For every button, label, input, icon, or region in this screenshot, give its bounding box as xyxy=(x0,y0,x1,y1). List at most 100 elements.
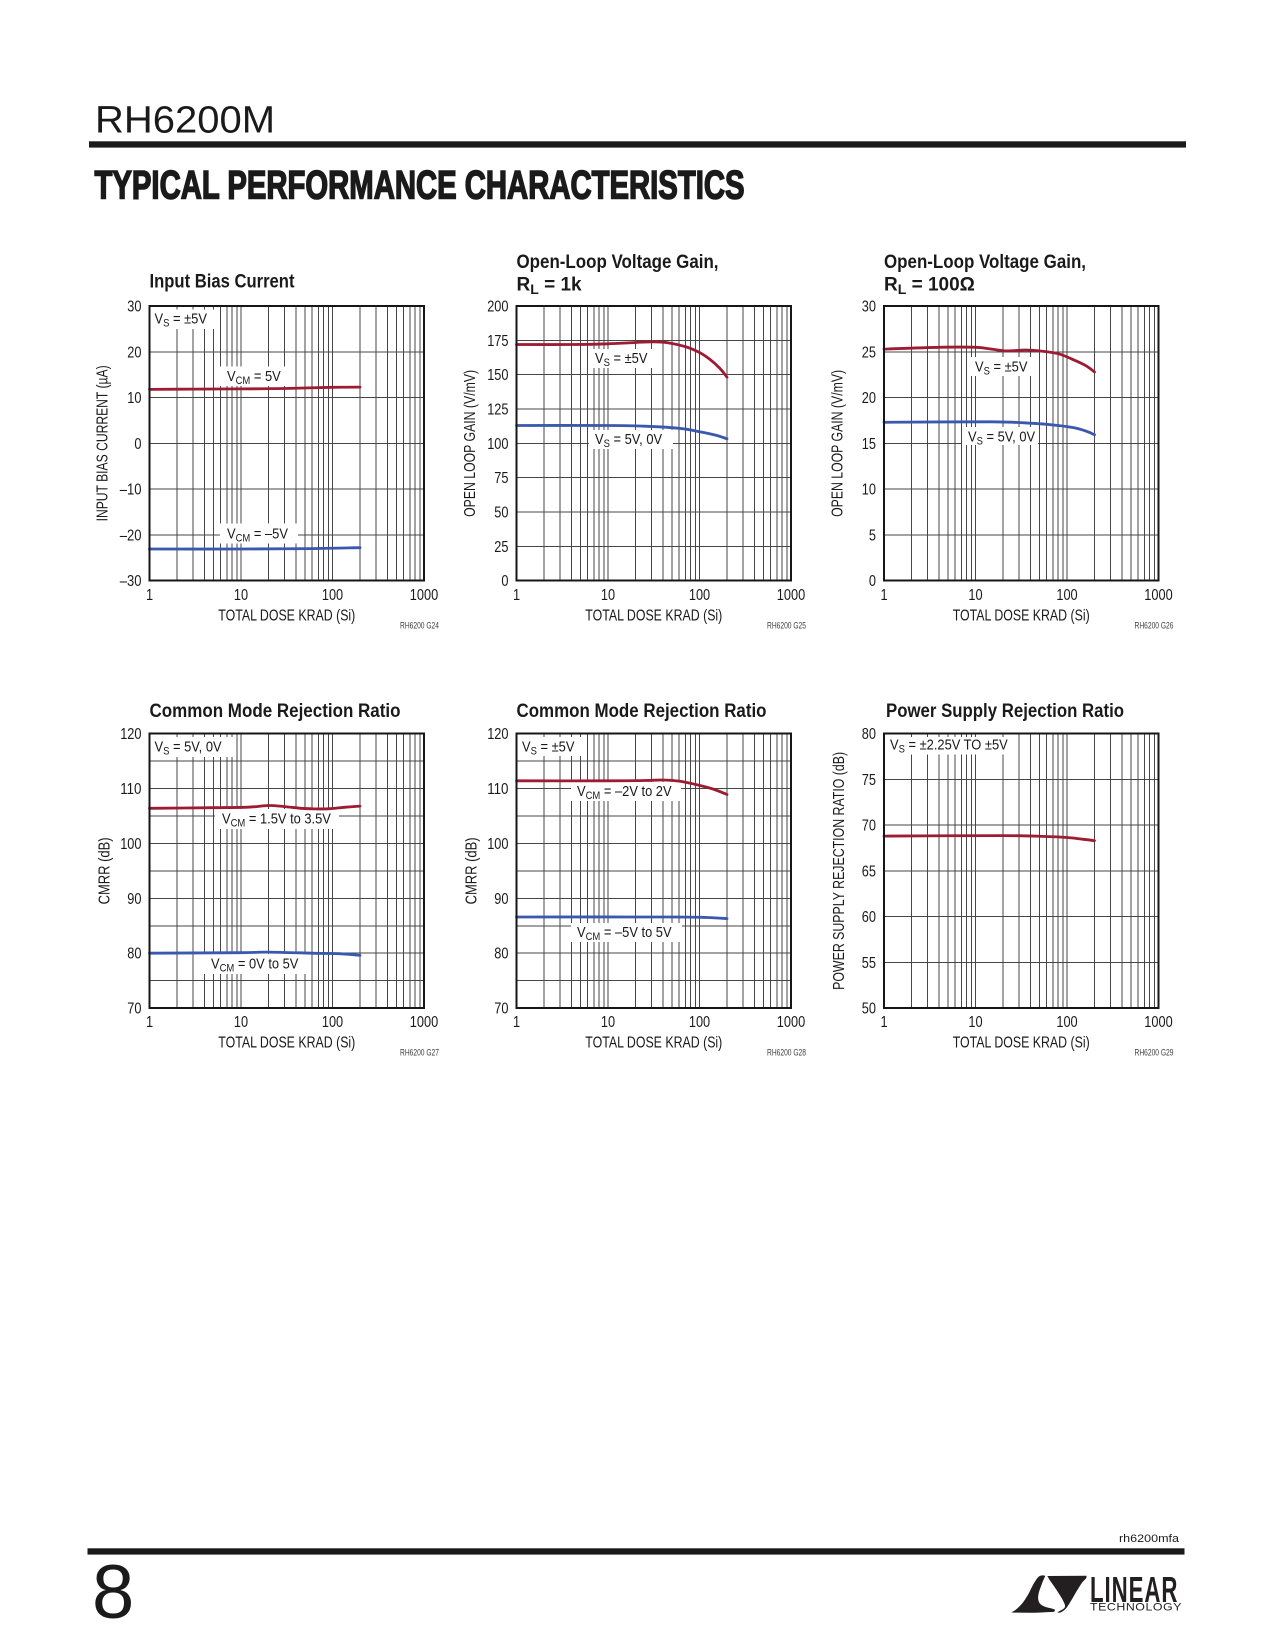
svg-text:RH6200 G27: RH6200 G27 xyxy=(400,1048,439,1058)
svg-text:VCM​ = 5V: VCM​ = 5V xyxy=(227,367,281,387)
svg-text:TOTAL DOSE KRAD (Si): TOTAL DOSE KRAD (Si) xyxy=(218,608,355,625)
svg-text:–10: –10 xyxy=(120,482,142,499)
svg-text:30: 30 xyxy=(127,299,142,316)
svg-text:25: 25 xyxy=(494,539,508,556)
svg-text:RL​ = 1k: RL​ = 1k xyxy=(517,275,583,298)
svg-text:rh6200mfa: rh6200mfa xyxy=(1119,1533,1180,1545)
svg-text:120: 120 xyxy=(487,726,509,743)
svg-text:TOTAL DOSE KRAD (Si): TOTAL DOSE KRAD (Si) xyxy=(218,1035,355,1052)
svg-text:100: 100 xyxy=(487,436,509,453)
svg-text:Open-Loop Voltage Gain,: Open-Loop Voltage Gain, xyxy=(517,252,719,273)
svg-text:10: 10 xyxy=(968,587,983,604)
svg-text:VS​ = ±5V: VS​ = ±5V xyxy=(522,738,575,758)
svg-text:VCM​ = –5V to 5V: VCM​ = –5V to 5V xyxy=(577,923,672,943)
svg-text:70: 70 xyxy=(494,1001,509,1018)
svg-text:80: 80 xyxy=(127,946,142,963)
svg-text:75: 75 xyxy=(862,772,876,789)
svg-text:5: 5 xyxy=(869,527,876,544)
svg-text:Power Supply Rejection Ratio: Power Supply Rejection Ratio xyxy=(886,701,1124,722)
svg-text:TOTAL DOSE KRAD (Si): TOTAL DOSE KRAD (Si) xyxy=(953,608,1090,625)
svg-text:10: 10 xyxy=(127,390,142,407)
svg-text:VS​ = ±5V: VS​ = ±5V xyxy=(595,349,648,369)
svg-text:65: 65 xyxy=(862,863,876,880)
svg-text:TOTAL DOSE KRAD (Si): TOTAL DOSE KRAD (Si) xyxy=(585,1035,722,1052)
svg-text:15: 15 xyxy=(862,436,876,453)
svg-text:1000: 1000 xyxy=(1144,587,1173,604)
svg-text:100: 100 xyxy=(1056,587,1078,604)
svg-text:Common Mode Rejection Ratio: Common Mode Rejection Ratio xyxy=(517,701,767,722)
svg-text:90: 90 xyxy=(127,891,142,908)
svg-text:10: 10 xyxy=(234,1014,249,1031)
svg-text:75: 75 xyxy=(494,470,508,487)
svg-text:VCM​ = 1.5V to 3.5V: VCM​ = 1.5V to 3.5V xyxy=(222,810,332,830)
svg-text:1000: 1000 xyxy=(410,587,439,604)
svg-text:20: 20 xyxy=(127,344,142,361)
svg-text:10: 10 xyxy=(601,587,616,604)
svg-text:100: 100 xyxy=(322,1014,344,1031)
svg-text:RH6200 G25: RH6200 G25 xyxy=(767,621,806,631)
svg-text:Open-Loop Voltage Gain,: Open-Loop Voltage Gain, xyxy=(884,252,1086,273)
svg-text:30: 30 xyxy=(862,299,877,316)
svg-text:VS​ = ±2.25V TO ±5V: VS​ = ±2.25V TO ±5V xyxy=(890,736,1008,756)
svg-text:LINEAR: LINEAR xyxy=(1090,1571,1178,1611)
svg-text:TECHNOLOGY: TECHNOLOGY xyxy=(1090,1602,1182,1614)
svg-text:–30: –30 xyxy=(120,573,142,590)
svg-text:VS​ = 5V, 0V: VS​ = 5V, 0V xyxy=(968,428,1036,448)
svg-text:TYPICAL PERFORMANCE CHARACTERI: TYPICAL PERFORMANCE CHARACTERISTICS xyxy=(95,164,745,208)
svg-text:RL​ = 100Ω: RL​ = 100Ω xyxy=(884,275,975,298)
svg-text:200: 200 xyxy=(487,299,509,316)
svg-text:110: 110 xyxy=(120,781,142,798)
svg-text:0: 0 xyxy=(501,573,508,590)
svg-text:100: 100 xyxy=(689,587,711,604)
svg-text:55: 55 xyxy=(862,955,876,972)
svg-text:1: 1 xyxy=(513,587,520,604)
svg-text:RH6200 G24: RH6200 G24 xyxy=(400,621,439,631)
svg-text:175: 175 xyxy=(487,333,508,350)
svg-text:OPEN LOOP GAIN (V/mV): OPEN LOOP GAIN (V/mV) xyxy=(830,370,847,517)
svg-text:20: 20 xyxy=(862,390,877,407)
svg-text:0: 0 xyxy=(134,436,141,453)
svg-text:120: 120 xyxy=(120,726,142,743)
svg-text:CMRR (dB): CMRR (dB) xyxy=(464,837,481,904)
svg-text:1: 1 xyxy=(880,1014,887,1031)
svg-text:50: 50 xyxy=(862,1001,877,1018)
svg-text:1: 1 xyxy=(146,1014,153,1031)
svg-text:1: 1 xyxy=(880,587,887,604)
svg-text:80: 80 xyxy=(862,726,877,743)
svg-text:25: 25 xyxy=(862,344,876,361)
svg-text:RH6200M: RH6200M xyxy=(95,100,275,142)
svg-text:VS​ = ±5V: VS​ = ±5V xyxy=(155,310,208,330)
svg-text:VS​ = ±5V: VS​ = ±5V xyxy=(975,358,1028,378)
svg-text:125: 125 xyxy=(487,402,508,419)
svg-text:10: 10 xyxy=(601,1014,616,1031)
svg-text:CMRR (dB): CMRR (dB) xyxy=(97,837,114,904)
svg-text:80: 80 xyxy=(494,946,509,963)
svg-text:70: 70 xyxy=(127,1001,142,1018)
svg-text:50: 50 xyxy=(494,505,509,522)
svg-text:TOTAL DOSE KRAD (Si): TOTAL DOSE KRAD (Si) xyxy=(953,1035,1090,1052)
svg-text:1000: 1000 xyxy=(1144,1014,1173,1031)
svg-text:VCM​ = –5V: VCM​ = –5V xyxy=(227,525,289,545)
svg-text:VCM​ = 0V to 5V: VCM​ = 0V to 5V xyxy=(211,955,299,975)
svg-text:100: 100 xyxy=(120,836,142,853)
svg-text:60: 60 xyxy=(862,909,877,926)
svg-text:100: 100 xyxy=(689,1014,711,1031)
svg-text:0: 0 xyxy=(869,573,876,590)
svg-text:110: 110 xyxy=(487,781,509,798)
svg-text:90: 90 xyxy=(494,891,509,908)
svg-text:10: 10 xyxy=(234,587,249,604)
svg-text:OPEN LOOP GAIN (V/mV): OPEN LOOP GAIN (V/mV) xyxy=(462,370,479,517)
svg-text:1000: 1000 xyxy=(777,1014,806,1031)
svg-text:100: 100 xyxy=(1056,1014,1078,1031)
svg-text:70: 70 xyxy=(862,818,877,835)
svg-text:VS​ = 5V, 0V: VS​ = 5V, 0V xyxy=(155,738,223,758)
svg-text:VS​ = 5V, 0V: VS​ = 5V, 0V xyxy=(595,430,663,450)
svg-text:1000: 1000 xyxy=(777,587,806,604)
svg-text:Input Bias Current: Input Bias Current xyxy=(150,272,296,293)
svg-text:TOTAL DOSE KRAD (Si): TOTAL DOSE KRAD (Si) xyxy=(585,608,722,625)
svg-text:10: 10 xyxy=(968,1014,983,1031)
svg-text:RH6200 G29: RH6200 G29 xyxy=(1135,1048,1174,1058)
svg-text:Common Mode Rejection Ratio: Common Mode Rejection Ratio xyxy=(150,701,401,722)
svg-text:POWER SUPPLY REJECTION RATIO (: POWER SUPPLY REJECTION RATIO (dB) xyxy=(831,752,848,990)
svg-text:RH6200 G28: RH6200 G28 xyxy=(767,1048,806,1058)
